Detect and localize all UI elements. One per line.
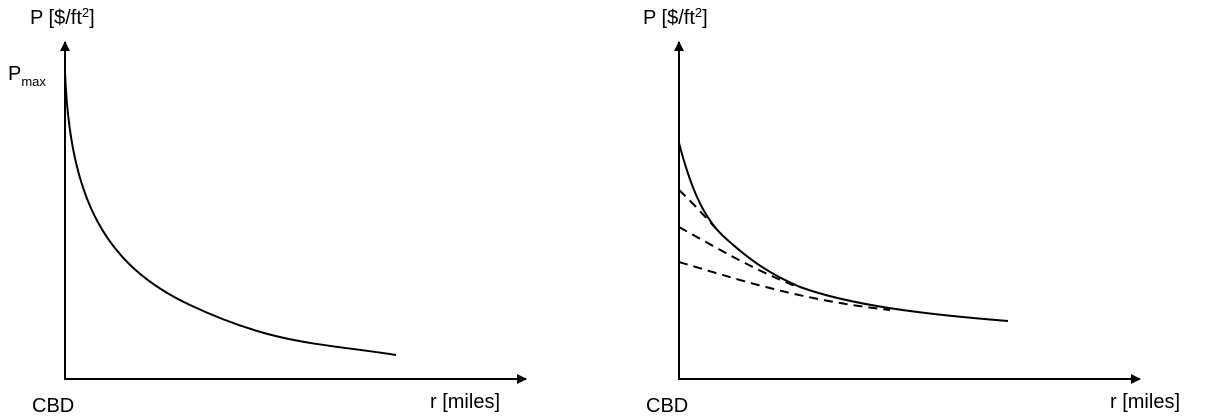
bid-rent-envelope [678,142,1009,322]
max-label: Pmax [8,63,46,89]
origin-label: CBD [32,395,74,417]
right-panel: P [$/ft2] CBD r [miles] [643,5,1180,417]
origin-label: CBD [646,395,688,417]
max-label-base: P [8,63,21,85]
dashed-curve [678,226,796,287]
y-axis-label-base: P [$/ft [30,7,82,29]
left-panel: P [$/ft2] Pmax CBD r [miles] [8,5,527,417]
y-axis-label-sup: 2 [82,5,89,20]
dashed-curve [678,261,891,311]
y-axis-label-base: P [$/ft [643,7,695,29]
x-axis-label: r [miles] [430,391,500,413]
y-axis-label-end: ] [89,7,95,29]
y-axis-label-sup: 2 [695,5,702,20]
y-axis-label: P [$/ft2] [643,5,708,29]
bid-rent-curve [64,71,397,356]
y-axis-label: P [$/ft2] [30,5,95,29]
max-label-sub: max [21,74,46,89]
y-axis-label-end: ] [702,7,708,29]
dashed-curve [678,189,723,236]
x-axis-label: r [miles] [1110,391,1180,413]
